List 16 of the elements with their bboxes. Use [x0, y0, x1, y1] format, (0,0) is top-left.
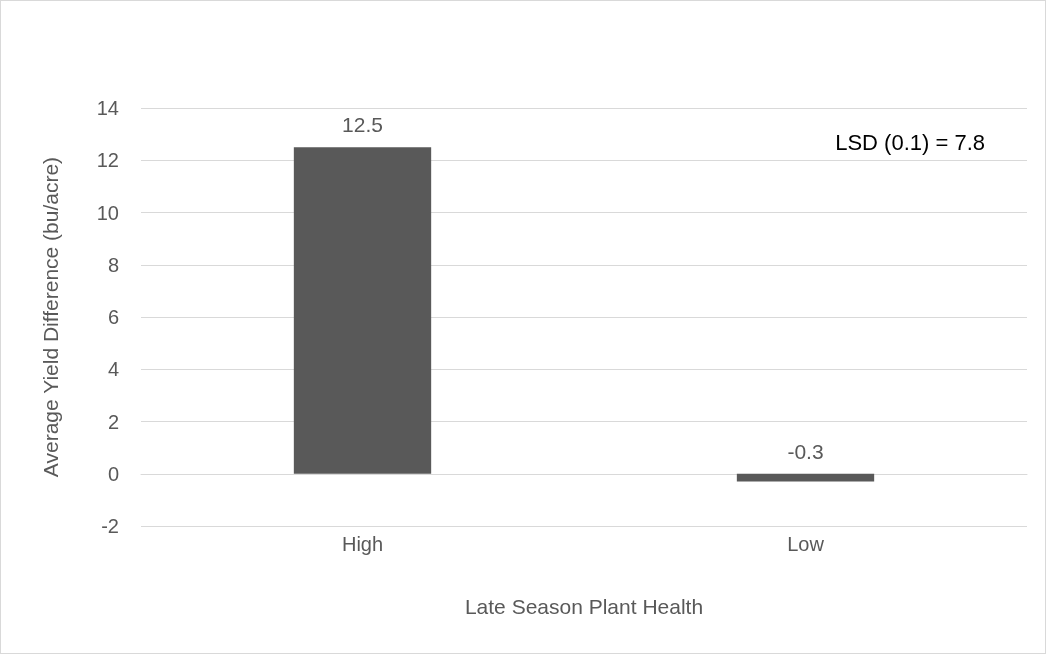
y-tick-label: 0 — [107, 462, 119, 485]
x-tick-label: High — [341, 533, 384, 555]
x-axis-title: Late Season Plant Health — [464, 595, 704, 618]
y-tick-label: 8 — [107, 253, 119, 276]
y-tick-label: 6 — [107, 306, 119, 328]
y-tick-label: 4 — [107, 358, 119, 381]
y-tick-label: -2 — [101, 515, 119, 537]
x-tick-label: Low — [787, 533, 825, 555]
y-tick-label: 14 — [96, 97, 119, 119]
data-label: 12.5 — [342, 113, 383, 137]
y-tick-label: 12 — [96, 149, 119, 172]
y-axis-title: Average Yield Difference (bu/acre) — [39, 156, 62, 478]
annotation: LSD (0.1) = 7.8 — [835, 129, 986, 155]
y-tick-label: 10 — [96, 201, 119, 224]
data-label: -0.3 — [787, 439, 824, 463]
y-tick-label: 2 — [107, 410, 119, 433]
